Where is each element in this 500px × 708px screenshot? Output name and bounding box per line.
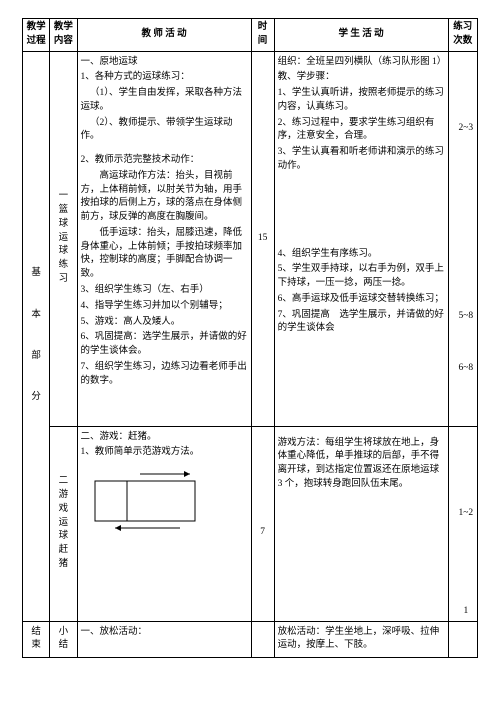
t-line: 二、游戏：赶猪。 <box>81 431 248 445</box>
t-line: 一、原地运球 <box>81 56 248 70</box>
student-activities-3: 放松活动：学生坐地上，深呼吸、拉伸运动，按摩上、下肢。 <box>274 621 448 658</box>
reps-2: 1~2 1 <box>448 426 477 621</box>
content-basketball: 一 篮 球 运 球 练 习 <box>50 51 77 426</box>
s-line: 3、学生认真看和听老师讲和演示的练习动作。 <box>278 146 445 174</box>
s-line: 6、高手运球及低手运球交替转换练习； <box>278 293 445 307</box>
reps-3 <box>448 621 477 658</box>
time-1: 15 <box>251 51 274 426</box>
reps-c: 6~8 <box>452 362 480 376</box>
reps-e: 1 <box>452 605 480 619</box>
time-3 <box>251 621 274 658</box>
t-line: 2、教师示范完整技术动作： <box>81 154 248 168</box>
t-line: 1、教师简单示范游戏方法。 <box>81 446 248 460</box>
t-line: 1、各种方式的运球练习： <box>81 71 248 85</box>
t-line: 高运球动作方法：抬头，目视前方，上体稍前倾，以肘关节为轴，用手按拍球的后侧上方，… <box>81 170 248 225</box>
s-line: 游戏方法：每组学生将球放在地上，身体重心降低，单手推球的后部，手不得离开球，到达… <box>278 437 445 492</box>
teacher-activities-3: 一、放松活动： <box>77 621 251 658</box>
t-line: 3、组织学生练习（左、右手） <box>81 284 248 298</box>
t-line: 7、组织学生练习，边练习边看老师手出的数字。 <box>81 361 248 389</box>
student-activities-2: 游戏方法：每组学生将球放在地上，身体重心降低，单手推球的后部，手不得离开球，到达… <box>274 426 448 621</box>
col-reps: 练习 次数 <box>448 19 477 52</box>
lesson-plan-table: 教学 过程 教学 内容 教 师 活 动 时 间 学 生 活 动 练习 次数 基 … <box>22 18 478 658</box>
time-2: 7 <box>251 426 274 621</box>
col-process: 教学 过程 <box>23 19 50 52</box>
course-diagram <box>85 466 215 536</box>
content-game: 二 游 戏 运 球 赶 猪 <box>50 426 77 621</box>
s-line: 5、学生双手持球，以右手为例，双手上下持球，一压一捻，两压一捻。 <box>278 263 445 291</box>
s-line: 7、巩固提高 选学生展示，并请做的好的学生谈体会 <box>278 309 445 337</box>
reps-d: 1~2 <box>452 507 480 521</box>
s-line: 2、练习过程中，要求学生练习组织有序，注意安全，合理。 <box>278 117 445 145</box>
t-line: 5、游戏：高人及矮人。 <box>81 316 248 330</box>
t-line: 一、放松活动： <box>81 626 248 640</box>
content-summary: 小 结 <box>50 621 77 658</box>
col-time: 时 间 <box>251 19 274 52</box>
t-line: （1）、学生自由发挥，采取各种方法运球。 <box>81 87 248 115</box>
process-basic: 基 本 部 分 <box>23 51 50 621</box>
col-teacher: 教 师 活 动 <box>77 19 251 52</box>
student-activities-1: 组织：全班呈四列横队（练习队形图 1） 教、学步骤： 1、学生认真听讲，按照老师… <box>274 51 448 426</box>
s-line: 4、组织学生有序练习。 <box>278 248 445 262</box>
t-line: 低手运球：抬头，屈膝迅速，降低身体重心，上体前倾；手按拍球频率加快，控制球的高度… <box>81 227 248 282</box>
reps-1: 2~3 5~8 6~8 <box>448 51 477 426</box>
t-line: 4、指导学生练习并加以个别辅导； <box>81 300 248 314</box>
s-line: 放松活动：学生坐地上，深呼吸、拉伸运动，按摩上、下肢。 <box>278 626 445 654</box>
t-line: 6、巩固提高：选学生展示，并请做的好的学生谈体会。 <box>81 331 248 359</box>
s-line: 教、学步骤： <box>278 71 445 85</box>
teacher-activities-1: 一、原地运球 1、各种方式的运球练习： （1）、学生自由发挥，采取各种方法运球。… <box>77 51 251 426</box>
reps-a: 2~3 <box>452 122 480 136</box>
col-student: 学 生 活 动 <box>274 19 448 52</box>
col-content: 教学 内容 <box>50 19 77 52</box>
t-line: （2）、教师提示、带领学生运球动作。 <box>81 117 248 145</box>
s-line: 1、学生认真听讲，按照老师提示的练习内容，认真练习。 <box>278 87 445 115</box>
reps-b: 5~8 <box>452 310 480 324</box>
s-line: 组织：全班呈四列横队（练习队形图 1） <box>278 56 445 70</box>
process-end: 结 束 <box>23 621 50 658</box>
teacher-activities-2: 二、游戏：赶猪。 1、教师简单示范游戏方法。 <box>77 426 251 621</box>
